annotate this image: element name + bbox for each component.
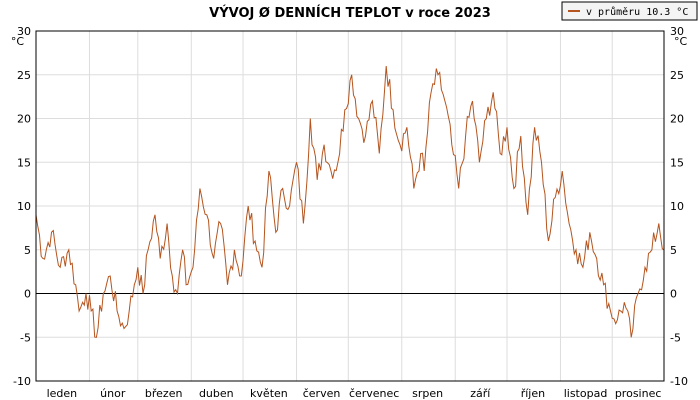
y-tick-label: -10 — [670, 375, 688, 388]
y-tick-label: 15 — [670, 156, 684, 169]
y-tick-label: 20 — [17, 113, 31, 126]
y-unit-left: °C — [11, 35, 25, 48]
y-tick-label: 25 — [670, 69, 684, 82]
y-tick-label: 0 — [24, 288, 31, 301]
y-tick-label: 20 — [670, 113, 684, 126]
y-tick-label: 15 — [17, 156, 31, 169]
month-label: červen — [303, 387, 341, 400]
y-tick-label: 0 — [670, 288, 677, 301]
y-unit-right: °C — [674, 35, 688, 48]
y-tick-label: -5 — [670, 331, 681, 344]
month-label: září — [470, 387, 491, 400]
month-label: červenec — [349, 387, 399, 400]
y-tick-label: 30 — [17, 25, 31, 38]
month-label: říjen — [521, 387, 545, 400]
y-tick-label: -5 — [20, 331, 31, 344]
month-label: duben — [199, 387, 234, 400]
y-tick-label: 10 — [670, 200, 684, 213]
month-label: květen — [250, 387, 288, 400]
month-label: listopad — [564, 387, 608, 400]
legend-label: v průměru 10.3 °C — [586, 6, 688, 18]
legend-box — [561, 1, 698, 21]
y-tick-label: 30 — [670, 25, 684, 38]
month-label: srpen — [412, 387, 443, 400]
legend: v průměru 10.3 °C — [561, 1, 698, 21]
series-line-daily-temperature — [35, 65, 665, 338]
chart-title: VÝVOJ Ø DENNÍCH TEPLOT v roce 2023 — [209, 5, 491, 21]
y-tick-label: 5 — [670, 244, 677, 257]
x-axis-month-labels: leden únor březen duben květen červen červenec… — [47, 387, 662, 400]
month-label: prosinec — [615, 387, 662, 400]
y-tick-label: 10 — [17, 200, 31, 213]
y-axis-right: -10 -5 0 5 10 15 20 25 30 — [670, 25, 688, 388]
y-tick-label: -10 — [13, 375, 31, 388]
month-label: únor — [100, 387, 126, 400]
y-axis-left: -10 -5 0 5 10 15 20 25 30 — [13, 25, 31, 388]
month-label: leden — [47, 387, 78, 400]
y-tick-label: 5 — [24, 244, 31, 257]
month-label: březen — [145, 387, 183, 400]
y-tick-label: 25 — [17, 69, 31, 82]
plot-frame — [35, 30, 665, 382]
